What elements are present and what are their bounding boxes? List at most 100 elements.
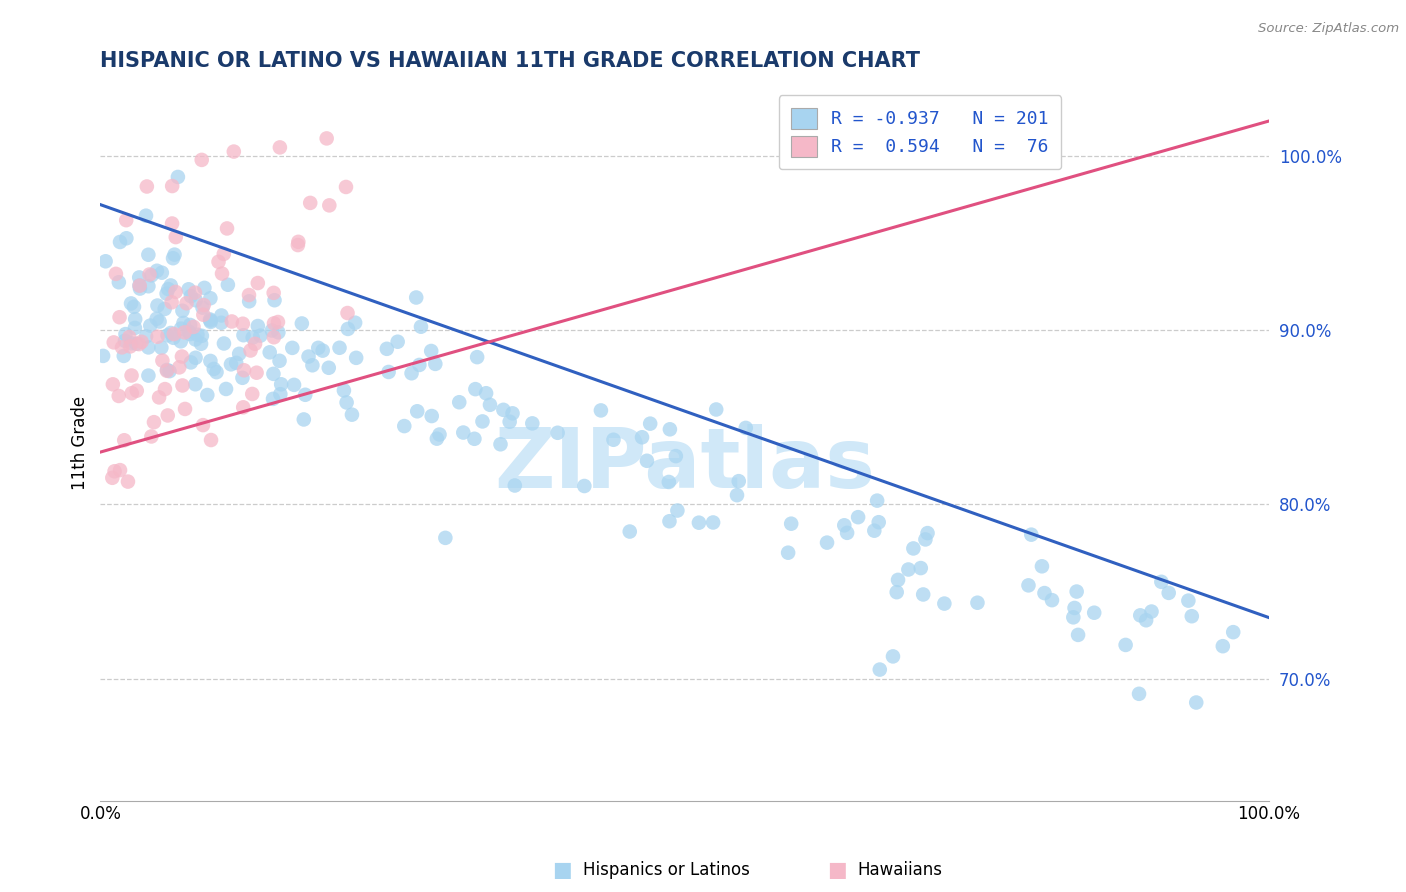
Point: [163, 327, 186, 342]
Point: [221, 314, 243, 328]
Point: [1128, 687, 1150, 701]
Point: [138, 340, 160, 354]
Point: [91, 349, 114, 363]
Point: [897, 562, 920, 576]
Point: [112, 349, 135, 363]
Point: [231, 371, 253, 385]
Point: [602, 433, 624, 447]
Point: [1062, 610, 1084, 624]
Text: ZIPatlas: ZIPatlas: [495, 425, 875, 505]
Point: [103, 464, 125, 478]
Point: [107, 389, 129, 403]
Point: [200, 315, 222, 329]
Point: [184, 293, 207, 308]
Point: [1063, 601, 1085, 615]
Point: [177, 282, 200, 296]
Point: [108, 310, 131, 325]
Point: [263, 317, 285, 331]
Point: [1019, 527, 1042, 541]
Point: [425, 357, 447, 371]
Point: [173, 316, 195, 330]
Point: [193, 298, 215, 312]
Point: [666, 503, 689, 517]
Point: [108, 463, 131, 477]
Legend: R = -0.937   N = 201, R =  0.594   N =  76: R = -0.937 N = 201, R = 0.594 N = 76: [779, 95, 1062, 169]
Point: [420, 409, 443, 423]
Point: [377, 365, 399, 379]
Point: [263, 330, 285, 344]
Point: [420, 343, 443, 358]
Point: [160, 217, 183, 231]
Point: [1185, 696, 1208, 710]
Point: [478, 398, 501, 412]
Point: [912, 587, 935, 601]
Point: [117, 475, 139, 489]
Point: [108, 235, 131, 249]
Point: [638, 417, 661, 431]
Point: [966, 596, 988, 610]
Point: [863, 524, 886, 538]
Point: [193, 308, 215, 322]
Point: [141, 429, 163, 443]
Point: [131, 334, 153, 349]
Point: [1083, 606, 1105, 620]
Point: [263, 293, 285, 308]
Point: [426, 432, 449, 446]
Point: [128, 278, 150, 293]
Point: [405, 291, 427, 305]
Point: [887, 573, 910, 587]
Point: [914, 533, 936, 547]
Point: [180, 355, 202, 369]
Point: [263, 285, 285, 300]
Point: [778, 546, 800, 560]
Point: [184, 351, 207, 365]
Point: [1212, 639, 1234, 653]
Point: [269, 140, 291, 154]
Point: [129, 281, 152, 295]
Point: [125, 336, 148, 351]
Point: [318, 360, 340, 375]
Point: [122, 300, 145, 314]
Point: [1066, 584, 1088, 599]
Point: [287, 238, 309, 252]
Point: [336, 306, 359, 320]
Point: [138, 268, 160, 282]
Point: [141, 268, 163, 283]
Point: [246, 318, 269, 333]
Point: [215, 382, 238, 396]
Point: [101, 377, 124, 392]
Point: [453, 425, 475, 440]
Point: [1040, 593, 1063, 607]
Point: [780, 516, 803, 531]
Point: [124, 312, 146, 326]
Point: [191, 328, 214, 343]
Point: [1222, 625, 1244, 640]
Point: [292, 412, 315, 426]
Text: Hispanics or Latinos: Hispanics or Latinos: [583, 861, 751, 879]
Point: [215, 221, 238, 235]
Point: [112, 434, 135, 448]
Point: [198, 312, 221, 326]
Point: [335, 180, 357, 194]
Text: ■: ■: [827, 860, 846, 880]
Point: [162, 251, 184, 265]
Point: [658, 514, 681, 528]
Point: [228, 347, 250, 361]
Point: [408, 358, 430, 372]
Point: [835, 525, 858, 540]
Point: [108, 275, 131, 289]
Point: [184, 285, 207, 300]
Point: [186, 327, 208, 342]
Point: [832, 518, 855, 533]
Point: [449, 395, 471, 409]
Point: [135, 179, 157, 194]
Point: [191, 301, 214, 315]
Point: [886, 585, 908, 599]
Point: [1177, 593, 1199, 607]
Point: [225, 356, 247, 370]
Point: [200, 313, 222, 327]
Point: [394, 419, 416, 434]
Point: [246, 366, 269, 380]
Text: HISPANIC OR LATINO VS HAWAIIAN 11TH GRADE CORRELATION CHART: HISPANIC OR LATINO VS HAWAIIAN 11TH GRAD…: [100, 51, 921, 70]
Point: [162, 331, 184, 345]
